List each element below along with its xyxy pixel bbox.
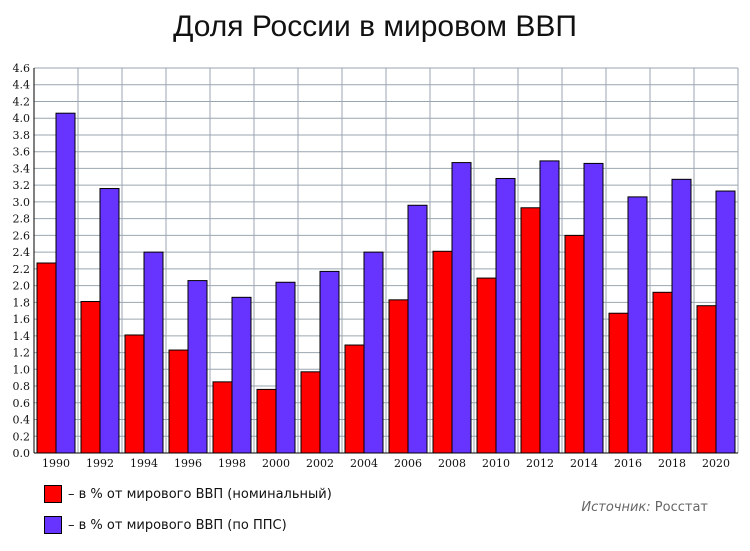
bar-ppp	[319, 270, 340, 454]
bar-ppp	[231, 296, 252, 454]
y-tick-labels: 0.0 0.2 0.4 0.6 0.8 1.0 1.2 1.4 1.6 1.8 2.0 2.2 2.4 2…	[13, 62, 31, 460]
x-tick-label: 2014	[570, 457, 598, 470]
bar-ppp	[583, 162, 604, 454]
bar-nominal	[124, 334, 145, 454]
bar-ppp	[451, 162, 472, 454]
x-tick-label: 2012	[526, 457, 554, 470]
legend-item-nominal: – в % от мирового ВВП (номинальный)	[44, 483, 332, 505]
bar-nominal	[36, 262, 57, 454]
x-tick-label: 2010	[482, 457, 510, 470]
legend-swatch-ppp	[44, 516, 62, 534]
bar-nominal	[564, 234, 585, 454]
bar-ppp	[627, 196, 648, 454]
bar-nominal	[388, 299, 409, 454]
bar-nominal	[652, 291, 673, 454]
source-label: Источник:	[581, 500, 651, 515]
y-tick-label: 3.6	[13, 146, 31, 159]
x-tick-label: 2020	[702, 457, 730, 470]
source-value: Росстат	[654, 500, 708, 515]
y-tick-label: 0.2	[13, 430, 31, 443]
y-tick-label: 3.4	[13, 162, 31, 175]
bar-ppp	[187, 280, 208, 454]
x-tick-label: 2000	[262, 457, 290, 470]
bar-ppp	[55, 112, 76, 454]
y-tick-label: 1.8	[13, 296, 31, 309]
x-tick-label: 2016	[614, 457, 642, 470]
bar-nominal	[520, 207, 541, 454]
y-tick-label: 4.4	[13, 79, 31, 92]
bar-nominal	[432, 250, 453, 454]
bar-ppp	[275, 281, 296, 454]
x-tick-label: 1994	[130, 457, 158, 470]
x-tick-label: 2018	[658, 457, 686, 470]
axes	[33, 68, 738, 454]
bar-nominal	[696, 305, 717, 454]
y-tick-label: 1.2	[13, 347, 31, 360]
bar-nominal	[212, 381, 233, 454]
x-tick-label: 2006	[394, 457, 422, 470]
bar-nominal	[168, 349, 189, 454]
legend-item-ppp: – в % от мирового ВВП (по ППС)	[44, 514, 287, 536]
y-tick-label: 1.0	[13, 363, 31, 376]
y-tick-label: 2.8	[13, 213, 31, 226]
y-tick-label: 4.6	[13, 62, 31, 75]
y-tick-label: 4.2	[13, 95, 31, 108]
y-tick-label: 3.8	[13, 129, 31, 142]
y-tick-label: 0.8	[13, 380, 31, 393]
legend-label-nominal: – в % от мирового ВВП (номинальный)	[68, 486, 332, 502]
bar-nominal	[476, 277, 497, 454]
bar-ppp	[143, 251, 164, 454]
y-tick-label: 2.6	[13, 229, 31, 242]
bar-ppp	[671, 178, 692, 454]
source-note: Источник: Росстат	[581, 500, 708, 515]
x-tick-labels: 1990 1992 1994 1996 1998 2000 2002 2004 2006 2008…	[42, 457, 730, 470]
bar-ppp	[539, 160, 560, 454]
bar-ppp	[99, 188, 120, 454]
bar-ppp	[407, 204, 428, 454]
bar-nominal	[344, 344, 365, 454]
x-tick-label: 1992	[86, 457, 114, 470]
y-tick-label: 4.0	[13, 112, 31, 125]
y-tick-label: 3.2	[13, 179, 31, 192]
x-tick-label: 1996	[174, 457, 202, 470]
bar-nominal	[608, 312, 629, 454]
bar-ppp	[495, 177, 516, 454]
y-tick-label: 3.0	[13, 196, 31, 209]
bar-nominal	[80, 301, 101, 454]
y-tick-label: 2.4	[13, 246, 31, 259]
bar-nominal	[300, 371, 321, 454]
y-tick-label: 2.2	[13, 263, 31, 276]
x-tick-label: 1998	[218, 457, 246, 470]
y-tick-label: 0.0	[13, 447, 31, 460]
y-tick-label: 2.0	[13, 280, 31, 293]
legend-swatch-nominal	[44, 485, 62, 503]
legend-label-ppp: – в % от мирового ВВП (по ППС)	[68, 517, 287, 533]
bar-ppp	[363, 251, 384, 454]
bar-ppp	[715, 190, 736, 454]
y-tick-label: 1.6	[13, 313, 31, 326]
x-tick-label: 1990	[42, 457, 70, 470]
chart-title: Доля России в мировом ВВП	[173, 10, 577, 43]
bars	[36, 112, 736, 454]
y-tick-label: 1.4	[13, 330, 31, 343]
bar-nominal	[256, 388, 277, 454]
y-tick-label: 0.6	[13, 397, 31, 410]
y-tick-label: 0.4	[13, 414, 31, 427]
x-tick-label: 2002	[306, 457, 334, 470]
x-tick-label: 2004	[350, 457, 378, 470]
x-tick-label: 2008	[438, 457, 466, 470]
